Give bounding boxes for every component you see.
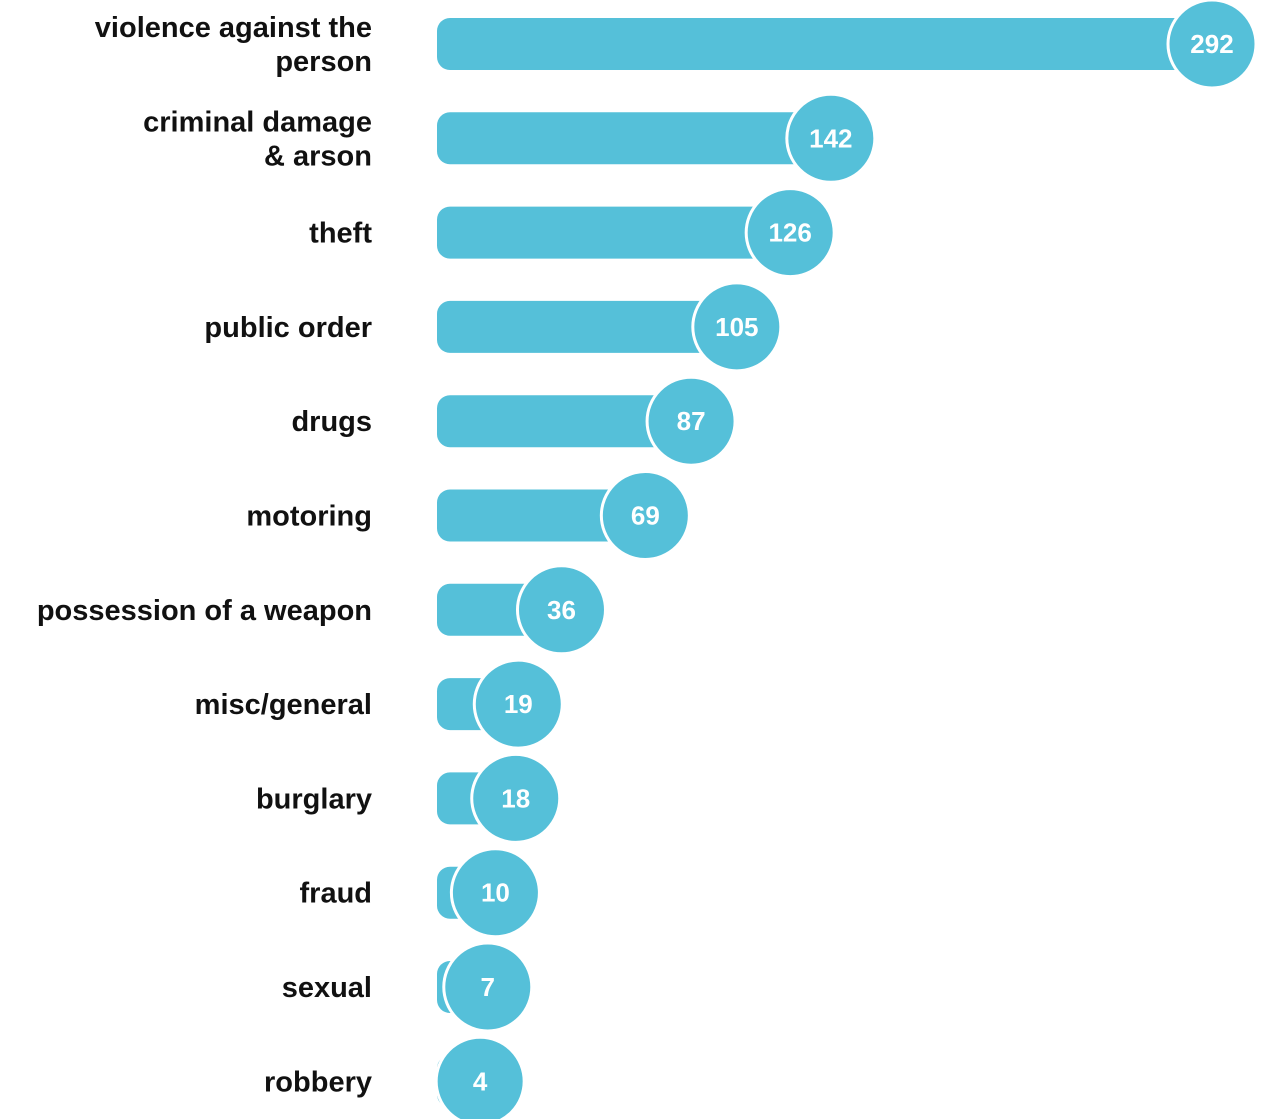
value-bubble	[599, 470, 691, 561]
bar-row: 69 motoring	[246, 470, 691, 561]
category-label: drugs	[291, 406, 372, 438]
value-bubble	[691, 281, 783, 373]
data-label: 292	[1190, 29, 1233, 59]
bar	[437, 112, 831, 165]
value-bubble	[645, 375, 737, 467]
data-label: 10	[481, 878, 510, 908]
bar	[437, 395, 692, 448]
bar-row: 87 drugs	[291, 375, 737, 467]
value-bubble	[434, 1035, 526, 1119]
data-label: 4	[473, 1066, 488, 1096]
value-bubble	[1166, 0, 1258, 90]
bar	[437, 206, 791, 259]
data-label: 18	[501, 783, 530, 813]
category-label: burglary	[256, 783, 372, 815]
data-label: 105	[715, 312, 758, 342]
bar-row: 4 robbery	[264, 1035, 526, 1119]
value-bubble	[785, 92, 877, 184]
value-bubble	[472, 658, 564, 750]
category-label: sexual	[282, 972, 372, 1004]
bar	[437, 300, 737, 353]
bar-row: 19 misc/general	[195, 658, 564, 750]
data-label: 19	[504, 689, 533, 719]
category-label: violence against the	[95, 12, 372, 44]
category-label: theft	[309, 218, 372, 250]
category-label: motoring	[246, 501, 372, 533]
data-label: 126	[768, 218, 811, 248]
bar	[437, 489, 646, 542]
category-label: misc/general	[195, 689, 372, 721]
category-label: & arson	[264, 140, 372, 172]
category-label: person	[275, 46, 372, 78]
bar	[437, 18, 1212, 70]
value-bubble	[515, 564, 607, 656]
category-label: fraud	[300, 878, 373, 910]
data-label: 7	[481, 972, 495, 1002]
data-label: 69	[631, 501, 660, 531]
bar-row: 10 fraud	[300, 847, 541, 939]
bar-row: 36 possession of a weapon	[37, 564, 607, 656]
data-label: 142	[809, 123, 852, 153]
category-label: public order	[204, 312, 372, 344]
category-label: criminal damage	[143, 106, 372, 138]
value-bubble	[470, 752, 562, 844]
data-label: 87	[677, 406, 706, 436]
bar-row: 126 theft	[309, 187, 836, 279]
bar-row: 18 burglary	[256, 752, 562, 844]
value-bubble	[744, 187, 836, 279]
bar-row: 105 public order	[204, 281, 783, 373]
bar-row: 7 sexual	[282, 941, 534, 1033]
bar-row: 142 criminal damage& arson	[143, 92, 877, 184]
category-label: possession of a weapon	[37, 595, 372, 627]
value-bubble	[449, 847, 541, 939]
data-label: 36	[547, 595, 576, 625]
value-bubble	[442, 941, 534, 1033]
category-label: robbery	[264, 1066, 372, 1098]
